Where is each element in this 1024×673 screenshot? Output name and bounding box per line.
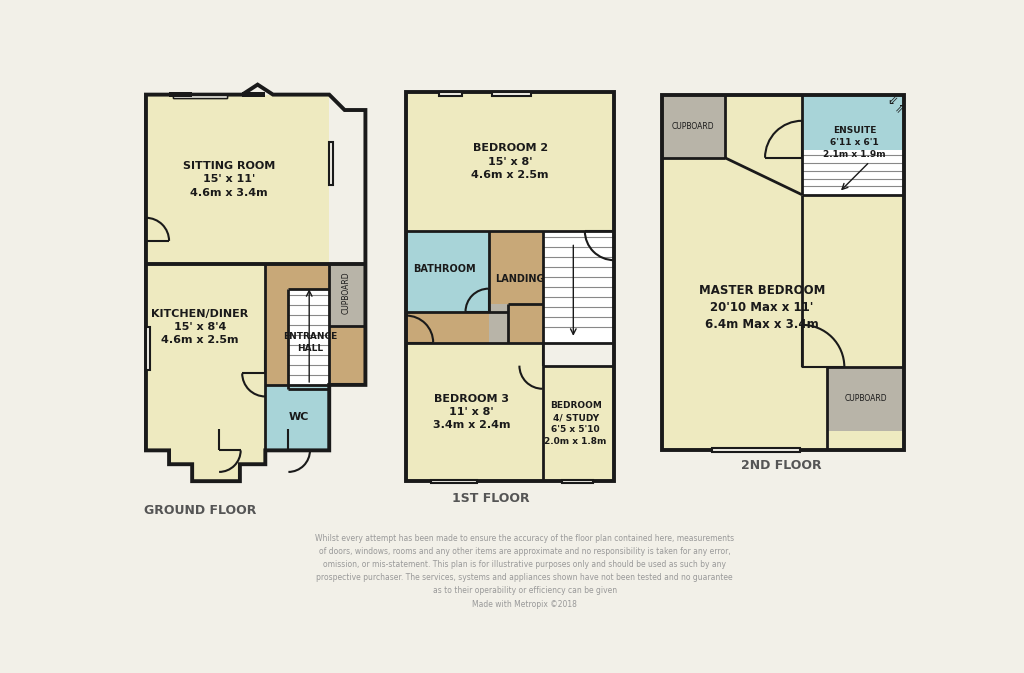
Polygon shape bbox=[146, 264, 265, 404]
Bar bbox=[407, 231, 614, 343]
Text: Whilst every attempt has been made to ensure the accuracy of the floor plan cont: Whilst every attempt has been made to en… bbox=[315, 534, 734, 608]
Polygon shape bbox=[265, 264, 366, 450]
Text: BEDROOM 3
11' x 8'
3.4m x 2.4m: BEDROOM 3 11' x 8' 3.4m x 2.4m bbox=[433, 394, 510, 430]
Text: 2ND FLOOR: 2ND FLOOR bbox=[741, 459, 821, 472]
Text: SITTING ROOM
15' x 11'
4.6m x 3.4m: SITTING ROOM 15' x 11' 4.6m x 3.4m bbox=[183, 161, 275, 197]
Bar bbox=[662, 95, 904, 450]
Bar bbox=[407, 92, 614, 231]
Bar bbox=[407, 231, 488, 312]
Bar bbox=[562, 480, 593, 483]
Bar bbox=[431, 480, 477, 483]
Text: GROUND FLOOR: GROUND FLOOR bbox=[143, 504, 256, 517]
Text: BATHROOM: BATHROOM bbox=[414, 264, 476, 275]
Polygon shape bbox=[146, 404, 265, 450]
Text: CUPBOARD: CUPBOARD bbox=[672, 122, 715, 131]
Text: ENSUITE
6'11 x 6'1
2.1m x 1.9m: ENSUITE 6'11 x 6'1 2.1m x 1.9m bbox=[823, 126, 886, 159]
Bar bbox=[173, 95, 226, 98]
Text: ⇗: ⇗ bbox=[895, 102, 906, 115]
Bar bbox=[543, 231, 614, 343]
Bar bbox=[289, 289, 330, 389]
Bar bbox=[712, 448, 801, 452]
Polygon shape bbox=[169, 450, 265, 481]
Bar bbox=[662, 95, 725, 157]
Bar bbox=[802, 150, 904, 194]
Bar bbox=[827, 367, 904, 431]
Text: BEDROOM 2
15' x 8'
4.6m x 2.5m: BEDROOM 2 15' x 8' 4.6m x 2.5m bbox=[471, 143, 549, 180]
Text: WC: WC bbox=[288, 413, 308, 422]
Bar bbox=[169, 92, 193, 97]
Bar bbox=[330, 143, 333, 184]
Text: CUPBOARD: CUPBOARD bbox=[342, 271, 350, 314]
Text: MASTER BEDROOM
20'10 Max x 11'
6.4m Max x 3.4m: MASTER BEDROOM 20'10 Max x 11' 6.4m Max … bbox=[698, 285, 825, 331]
Bar bbox=[146, 327, 150, 369]
Bar bbox=[802, 95, 904, 194]
Bar bbox=[438, 92, 462, 96]
Bar bbox=[265, 385, 330, 450]
Text: LANDING: LANDING bbox=[495, 275, 544, 285]
Text: KITCHEN/DINER
15' x 8'4
4.6m x 2.5m: KITCHEN/DINER 15' x 8'4 4.6m x 2.5m bbox=[152, 309, 249, 345]
Text: 1ST FLOOR: 1ST FLOOR bbox=[453, 493, 529, 505]
Text: ⇙: ⇙ bbox=[888, 94, 898, 107]
Bar bbox=[173, 95, 226, 98]
Text: BEDROOM
4/ STUDY
6'5 x 5'10
2.0m x 1.8m: BEDROOM 4/ STUDY 6'5 x 5'10 2.0m x 1.8m bbox=[545, 401, 607, 446]
Bar bbox=[543, 365, 614, 481]
Bar bbox=[488, 304, 508, 343]
Text: ENTRANCE
HALL: ENTRANCE HALL bbox=[283, 332, 337, 353]
Bar bbox=[407, 343, 543, 481]
Bar bbox=[330, 264, 366, 326]
Text: CUPBOARD: CUPBOARD bbox=[845, 394, 887, 403]
Bar bbox=[243, 92, 265, 97]
Polygon shape bbox=[146, 95, 330, 264]
Bar bbox=[493, 92, 531, 96]
